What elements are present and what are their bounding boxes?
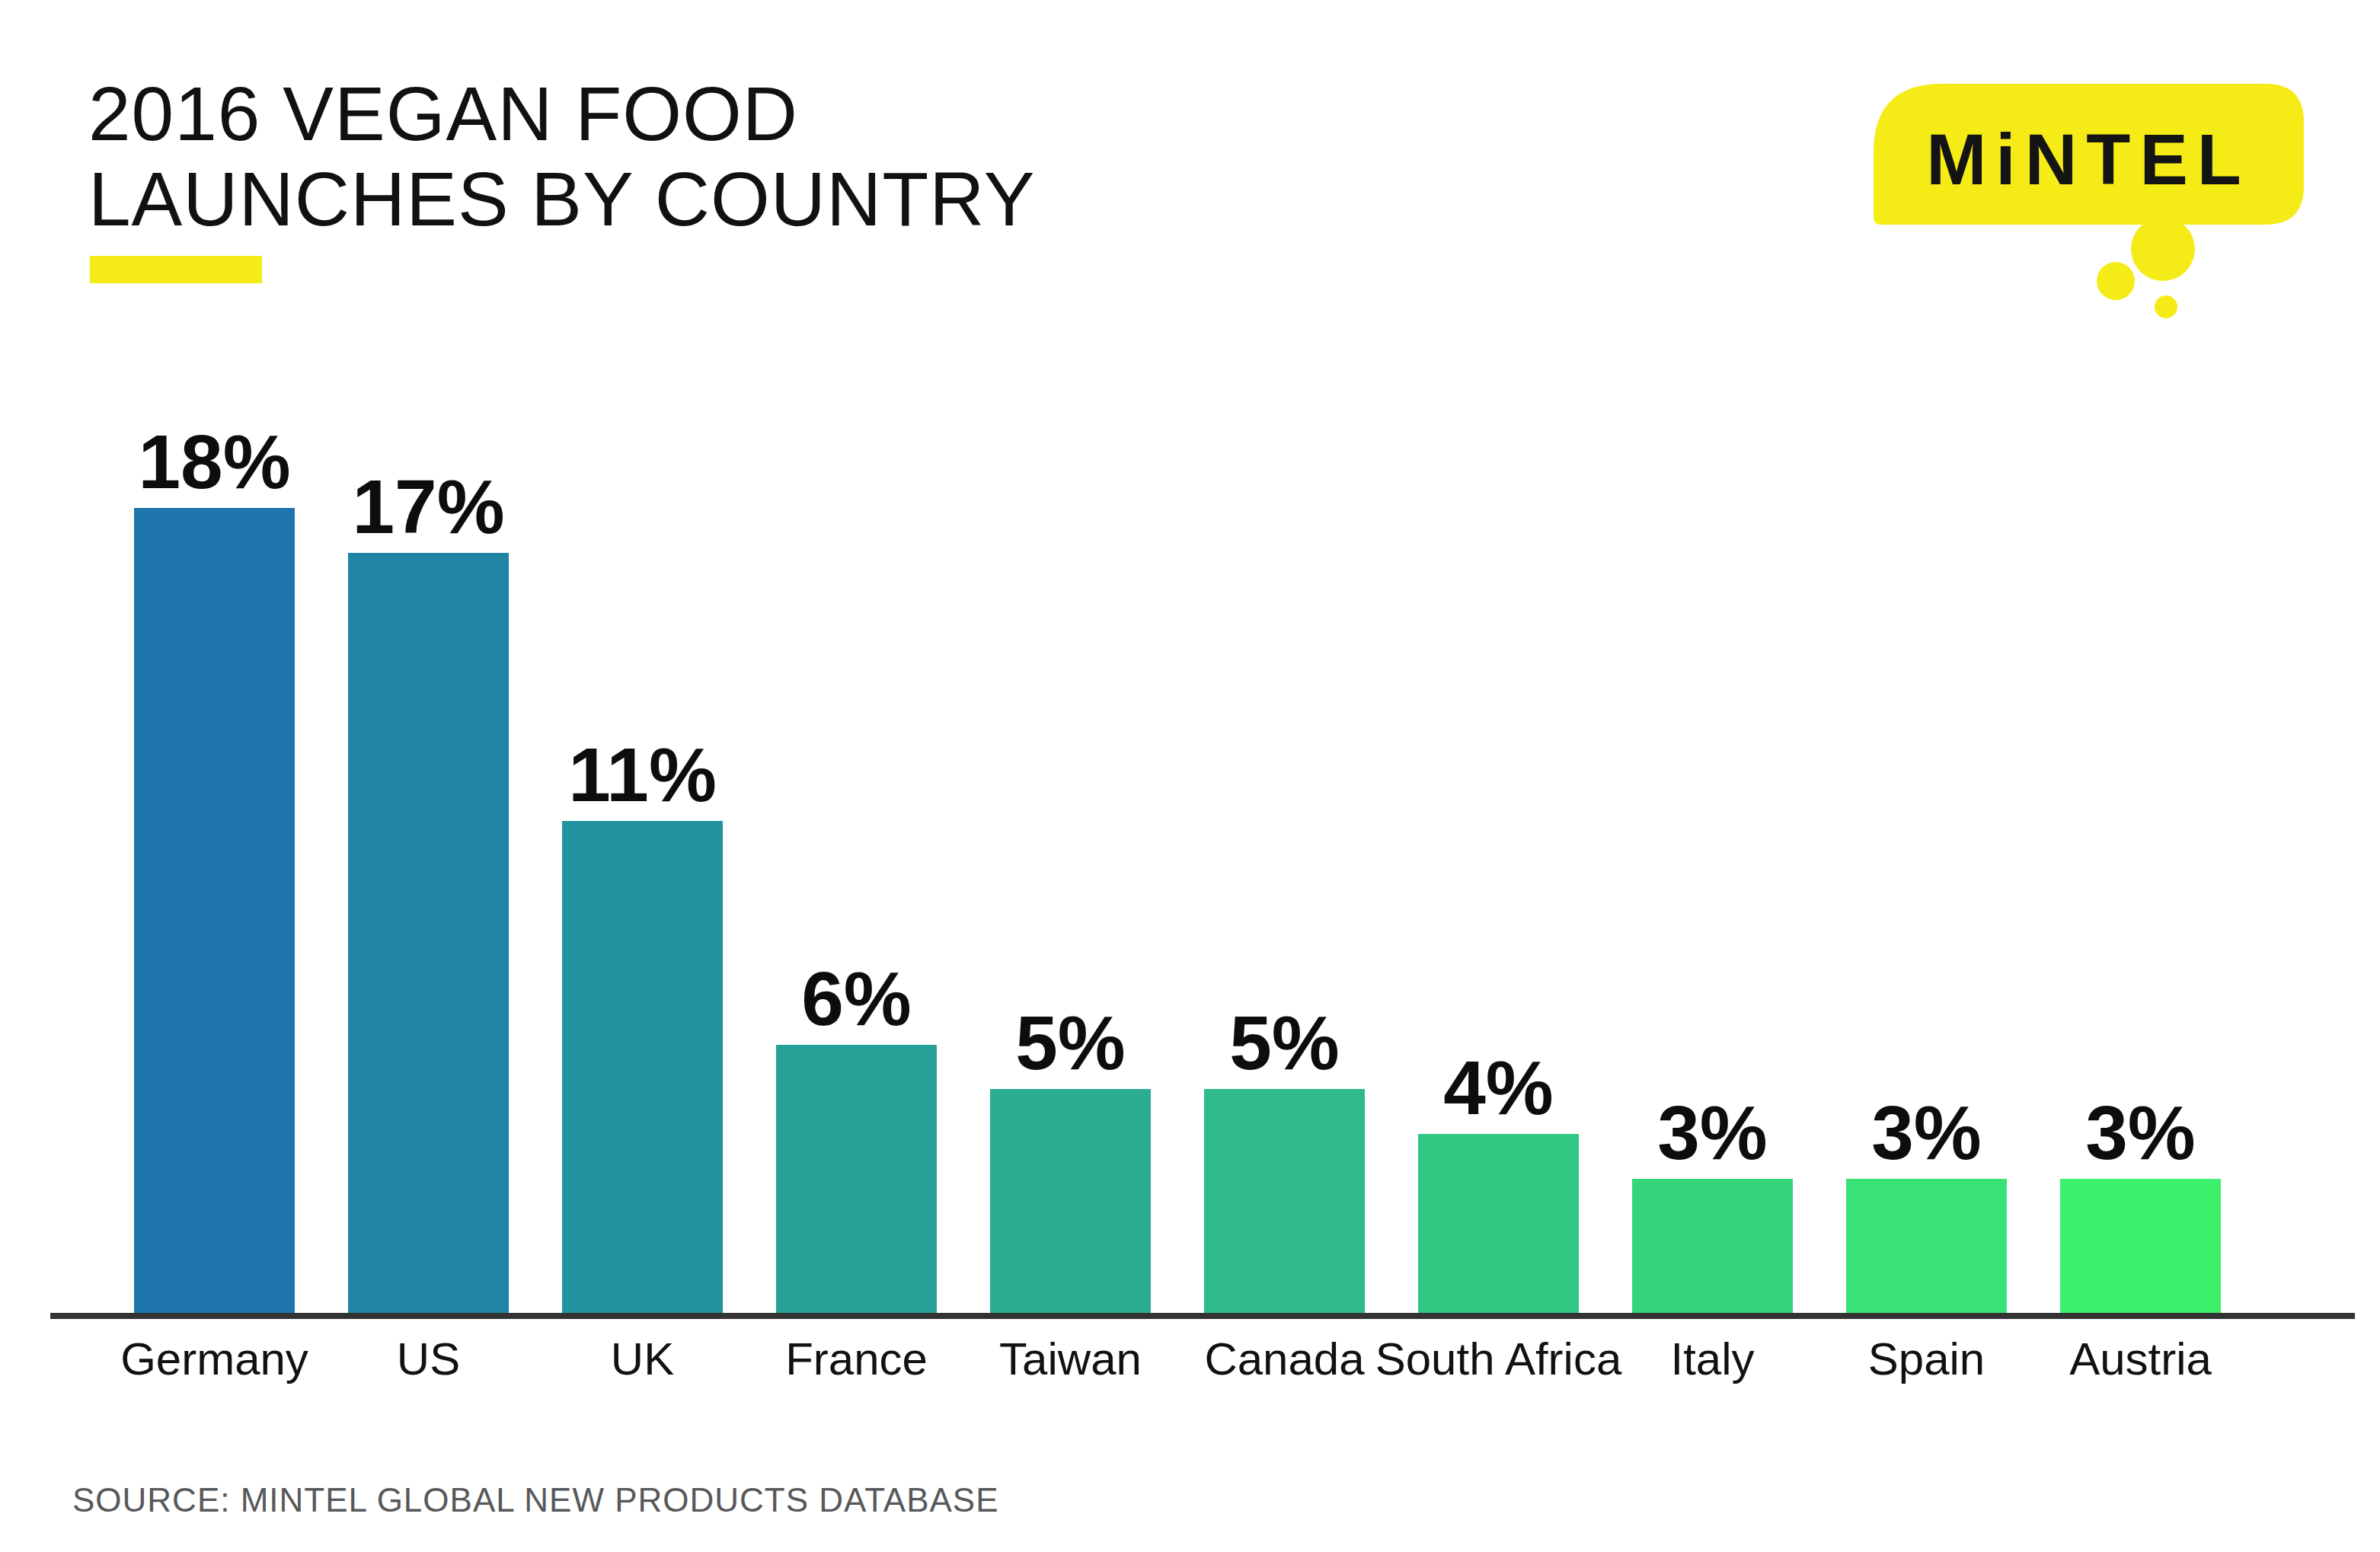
bar-spain [1846, 1179, 2007, 1313]
vegan-food-infographic: 2016 VEGAN FOOD LAUNCHES BY COUNTRY MiNT… [0, 0, 2380, 1552]
bar-austria [2060, 1179, 2221, 1313]
source-note: SOURCE: MINTEL GLOBAL NEW PRODUCTS DATAB… [72, 1481, 999, 1519]
bar-germany [134, 508, 295, 1313]
bar-chart: 18%Germany17%US11%UK6%France5%Taiwan5%Ca… [0, 0, 2380, 1552]
bar-taiwan [990, 1089, 1151, 1313]
value-label-austria: 3% [1995, 1094, 2286, 1170]
value-label-us: 17% [283, 468, 573, 544]
bar-south-africa [1418, 1134, 1579, 1313]
bar-canada [1204, 1089, 1365, 1313]
category-label-austria: Austria [1995, 1333, 2286, 1386]
value-label-uk: 11% [497, 736, 787, 813]
bar-uk [562, 821, 723, 1313]
x-axis-line [50, 1313, 2355, 1319]
bar-france [776, 1045, 937, 1313]
bar-us [348, 553, 509, 1313]
bar-italy [1632, 1179, 1793, 1313]
